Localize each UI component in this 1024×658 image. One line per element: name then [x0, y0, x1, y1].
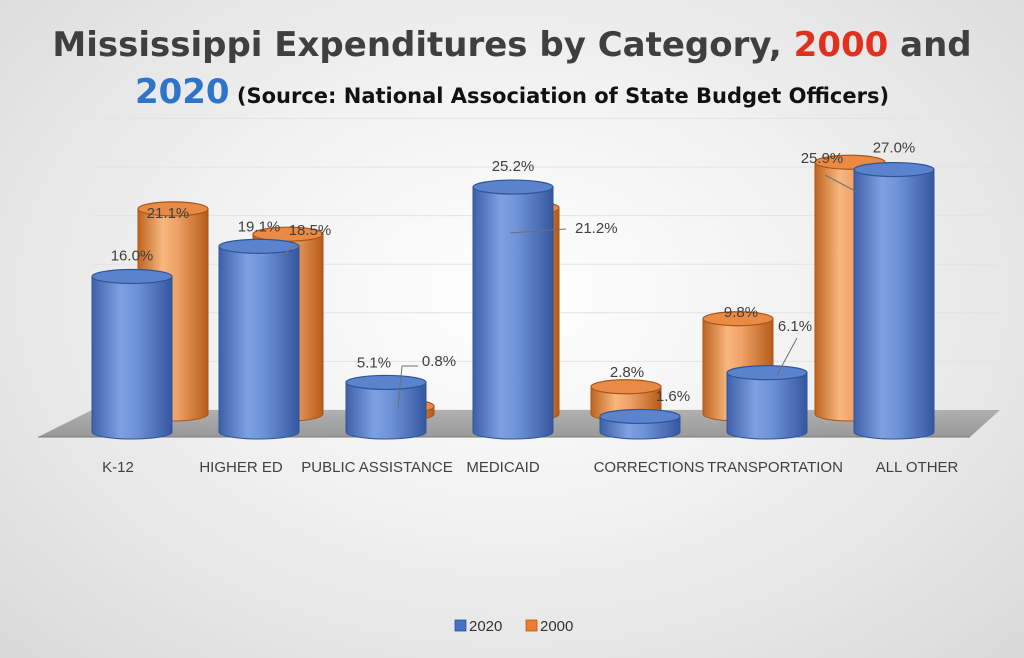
- bar-2020-5-body: [726, 372, 808, 440]
- bar-2020-6-top: [853, 161, 935, 178]
- leader-line: [509, 228, 567, 234]
- data-label-2020-4: 1.6%: [656, 388, 690, 405]
- bar-2000-5-top: [702, 311, 774, 327]
- series-2020-bars: [91, 161, 935, 440]
- title-and: and: [888, 25, 971, 65]
- bar-2020-2: [345, 374, 427, 440]
- data-label-2020-5: 6.1%: [778, 318, 812, 335]
- bar-2000-4-top: [590, 379, 662, 395]
- data-label-2000-6: 25.9%: [801, 150, 844, 167]
- data-label-2020-3: 25.2%: [492, 158, 535, 175]
- title-year-2020: 2020: [135, 72, 230, 112]
- bar-2020-4-top: [599, 408, 681, 425]
- leader-line: [282, 245, 294, 257]
- category-label-4: CORRECTIONS: [594, 459, 705, 476]
- bar-2020-0-body: [91, 275, 173, 440]
- legend: 2020 2000: [454, 618, 573, 635]
- data-labels: 16.0% 19.1% 5.1% 25.2% 27.0% 1.6% 6.1% 21.1% 18.…: [111, 140, 916, 405]
- bar-2020-6: [853, 161, 935, 440]
- category-label-5: TRANSPORTATION: [707, 459, 843, 476]
- bar-2020-4: [599, 408, 681, 440]
- bar-2020-0: [91, 268, 173, 440]
- legend-swatch-2000: [525, 619, 538, 632]
- data-label-2020-0: 16.0%: [111, 247, 154, 264]
- data-label-2000-4: 2.8%: [610, 364, 644, 381]
- bar-2020-5-top: [726, 365, 808, 381]
- bar-2020-1: [218, 238, 300, 440]
- bar-2000-0-top: [137, 201, 209, 217]
- category-label-3: MEDICAID: [466, 459, 540, 476]
- leader-line: [776, 337, 798, 376]
- data-label-2000-5: 9.8%: [724, 304, 758, 321]
- category-label-2: PUBLIC ASSISTANCE: [301, 459, 452, 476]
- category-label-0: K-12: [102, 459, 134, 476]
- title-source: (Source: National Association of State B…: [230, 84, 889, 108]
- chart-title-line1: Mississippi Expenditures by Category, 20…: [52, 25, 971, 65]
- leader-line: [397, 365, 403, 410]
- data-label-2000-3: 21.2%: [575, 220, 618, 237]
- bar-2020-0-top: [91, 268, 173, 285]
- data-label-2020-6: 27.0%: [873, 140, 916, 157]
- bar-2020-3-top: [472, 179, 554, 195]
- data-label-2000-1: 18.5%: [289, 222, 332, 239]
- data-label-2020-2: 5.1%: [357, 354, 391, 371]
- leader-line: [824, 174, 858, 193]
- category-labels: K-12 HIGHER ED PUBLIC ASSISTANCE MEDICAID CO…: [102, 459, 958, 476]
- title-text-main: Mississippi Expenditures by Category,: [52, 25, 793, 65]
- data-label-2000-0: 21.1%: [147, 205, 190, 222]
- chart-title-line2: 2020 (Source: National Association of St…: [135, 72, 889, 112]
- data-label-2020-1: 19.1%: [238, 218, 281, 235]
- legend-swatch-2020: [454, 619, 467, 632]
- title-year-2000: 2000: [794, 25, 889, 65]
- bar-2020-2-top: [345, 374, 427, 391]
- bar-2020-5: [726, 365, 808, 440]
- data-label-2000-2: 0.8%: [422, 353, 456, 370]
- category-label-1: HIGHER ED: [199, 459, 283, 476]
- category-label-6: ALL OTHER: [876, 459, 959, 476]
- bar-2020-3-body: [472, 186, 554, 440]
- bar-2020-6-body: [853, 169, 935, 440]
- bar-2020-1-body: [218, 245, 300, 440]
- bar-2020-3: [472, 179, 554, 440]
- legend-label-2020: 2020: [469, 618, 502, 635]
- bar-2020-1-top: [218, 238, 300, 254]
- bar-2020-2-body: [345, 381, 427, 440]
- legend-label-2000: 2000: [540, 618, 573, 635]
- leader-lines: [282, 174, 858, 410]
